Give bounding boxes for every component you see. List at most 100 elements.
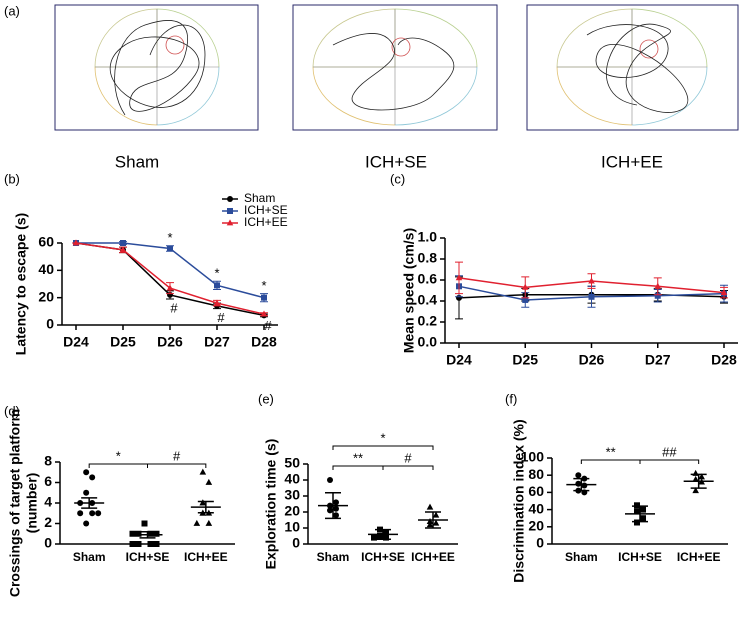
marker [426,521,434,528]
marker [692,475,699,482]
x-tick-label: D24 [446,352,472,368]
x-tick-label: D28 [251,334,277,350]
x-tick-label: D27 [204,334,230,350]
y-axis-title: Mean speed (cm/s) [401,228,417,353]
y-tick-label: 0 [46,316,54,332]
x-tick-label: D26 [579,352,605,368]
marker [426,503,434,510]
marker [333,505,339,512]
error-bar [573,477,590,492]
track-image [526,4,739,131]
marker [227,196,233,202]
marker [260,310,268,317]
caption: Sham [115,152,159,171]
marker [426,518,434,524]
x-tick-label: ICH+SE [618,550,662,564]
marker [581,482,588,489]
y-tick-label: 40 [38,261,54,277]
legend-label: ICH+EE [244,215,288,229]
marker [167,245,173,252]
marker [129,541,136,547]
error-bar [690,473,707,489]
x-tick-label: Sham [317,550,350,564]
annotation: * [167,230,172,245]
bracket [382,465,434,470]
marker [89,510,96,517]
marker [226,219,234,226]
panel-label: (d) [4,403,20,418]
track-image [54,4,259,131]
y-tick-label: 0.8 [418,250,438,266]
panel-label: (a) [4,3,20,18]
marker [383,529,389,536]
marker [89,474,96,481]
y-tick-label: 20 [284,503,300,519]
bracket-label: ## [662,444,677,459]
y-tick-label: 6 [44,473,52,489]
y-tick-label: 40 [528,500,544,516]
x-tick-label: D24 [63,334,89,350]
marker [129,530,136,537]
marker [261,294,267,301]
marker [166,284,174,291]
marker [432,519,440,526]
bracket-label: * [116,448,121,463]
marker [522,296,529,303]
marker [371,534,377,541]
annotation: * [214,266,219,281]
marker [333,512,339,519]
marker [72,239,80,246]
marker [147,541,154,547]
y-axis-title: Exploration time (s) [263,439,279,570]
bracket [147,463,207,468]
bracket-label: ** [606,444,616,459]
marker [83,520,90,527]
x-tick-label: D27 [645,352,671,368]
marker [141,520,148,527]
panel-label: (f) [505,391,517,406]
error-bar [375,528,391,540]
marker [120,240,126,246]
y-tick-label: 60 [38,234,54,250]
bracket-label: # [404,450,412,465]
marker [575,472,582,479]
bracket-label: * [380,430,385,445]
x-tick-label: D28 [711,352,737,368]
marker [147,530,154,537]
marker [654,282,662,289]
x-tick-label: ICH+SE [126,550,170,564]
error-bar [425,511,441,529]
marker [692,487,699,494]
y-tick-label: 40 [284,471,300,487]
marker [213,299,221,306]
marker [83,469,90,476]
marker [193,519,201,526]
marker [588,293,595,300]
y-axis-title: Crossings of target platform [7,409,23,597]
bracket [88,463,148,468]
marker [327,477,333,483]
marker [634,519,640,526]
x-tick-label: ICH+EE [677,550,721,564]
marker [383,534,389,541]
y-tick-label: 80 [528,466,544,482]
marker [153,530,160,537]
track-image [292,4,498,131]
y-tick-label: 0 [44,535,52,551]
legend-label: Sham [244,191,275,205]
marker [119,246,127,253]
marker [333,499,339,506]
marker [199,499,207,506]
y-tick-label: 4 [44,494,52,510]
y-tick-label: 1.0 [418,229,438,245]
y-tick-label: 0 [292,535,300,551]
y-tick-label: 0.4 [418,292,438,308]
marker [205,478,213,485]
x-tick-label: Sham [565,550,598,564]
y-tick-label: 20 [528,518,544,534]
annotation: * [261,278,266,293]
x-tick-label: D25 [512,352,538,368]
marker [205,519,213,526]
bracket-label: ** [353,450,363,465]
